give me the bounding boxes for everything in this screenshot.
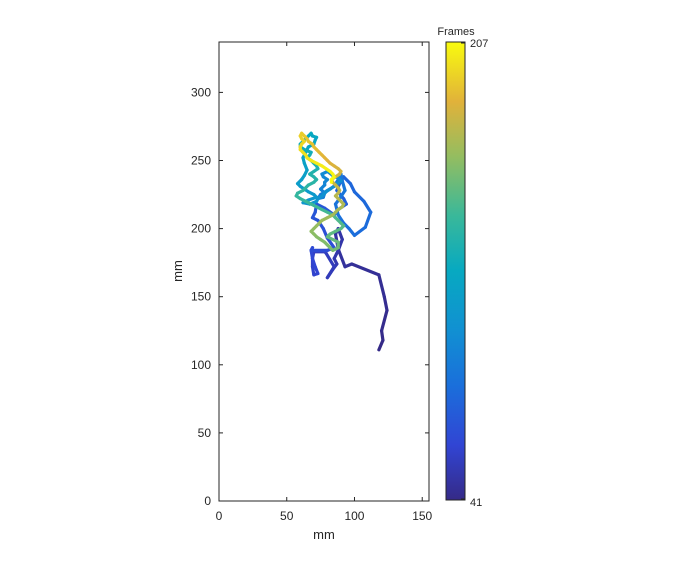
y-tick-label: 0 [204,494,211,508]
y-tick-label: 150 [191,290,211,304]
x-tick-label: 150 [412,509,432,523]
y-axis-label: mm [170,260,185,282]
trajectory-segment [377,273,386,299]
trajectory-segment [336,213,346,225]
trajectory-segment [382,295,389,312]
trajectory-segment [352,190,366,203]
trajectory-segment [336,247,347,269]
plot-area [218,41,430,502]
x-axis-label: mm [313,527,335,542]
colorbar [445,41,466,501]
trajectory-segment [379,308,389,333]
trajectory-segment [324,251,336,269]
y-tick-label: 300 [191,85,211,99]
x-tick-label: 0 [216,509,223,523]
trajectory-segment [337,188,347,201]
trajectory-segment [350,262,381,277]
y-tick-label: 100 [191,358,211,372]
trajectory-segment [379,329,385,342]
x-tick-label: 50 [280,509,294,523]
colorbar-min-label: 41 [470,497,482,509]
trajectory-segment [340,179,347,193]
trajectory-segment [352,225,367,238]
trajectory-segment [362,199,373,214]
colorbar-title: Frames [437,26,475,38]
trajectory-lines [294,131,389,352]
y-tick-label: 250 [191,153,211,167]
x-tick-label: 100 [344,509,364,523]
trajectory-segment [325,236,336,250]
axis-ticks: 0 50 100 150 0 50 100 150 200 250 300 [191,42,433,523]
trajectory-segment [325,265,336,280]
trajectory-segment [363,210,373,229]
colorbar-max-label: 207 [470,38,488,50]
y-tick-label: 200 [191,222,211,236]
trajectory-segment [377,338,385,352]
y-tick-label: 50 [198,426,212,440]
trajectory-segment [342,175,353,186]
